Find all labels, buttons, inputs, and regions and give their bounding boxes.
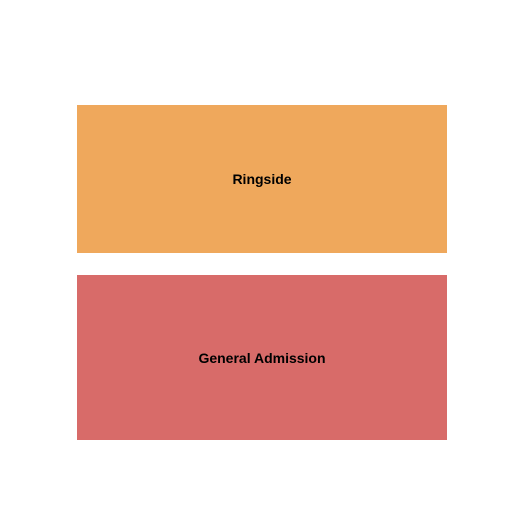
section-label-ringside: Ringside	[232, 171, 291, 187]
section-label-general-admission: General Admission	[198, 350, 325, 366]
section-general-admission[interactable]: General Admission	[77, 275, 447, 440]
section-ringside[interactable]: Ringside	[77, 105, 447, 253]
seating-chart: Ringside General Admission	[0, 0, 525, 525]
